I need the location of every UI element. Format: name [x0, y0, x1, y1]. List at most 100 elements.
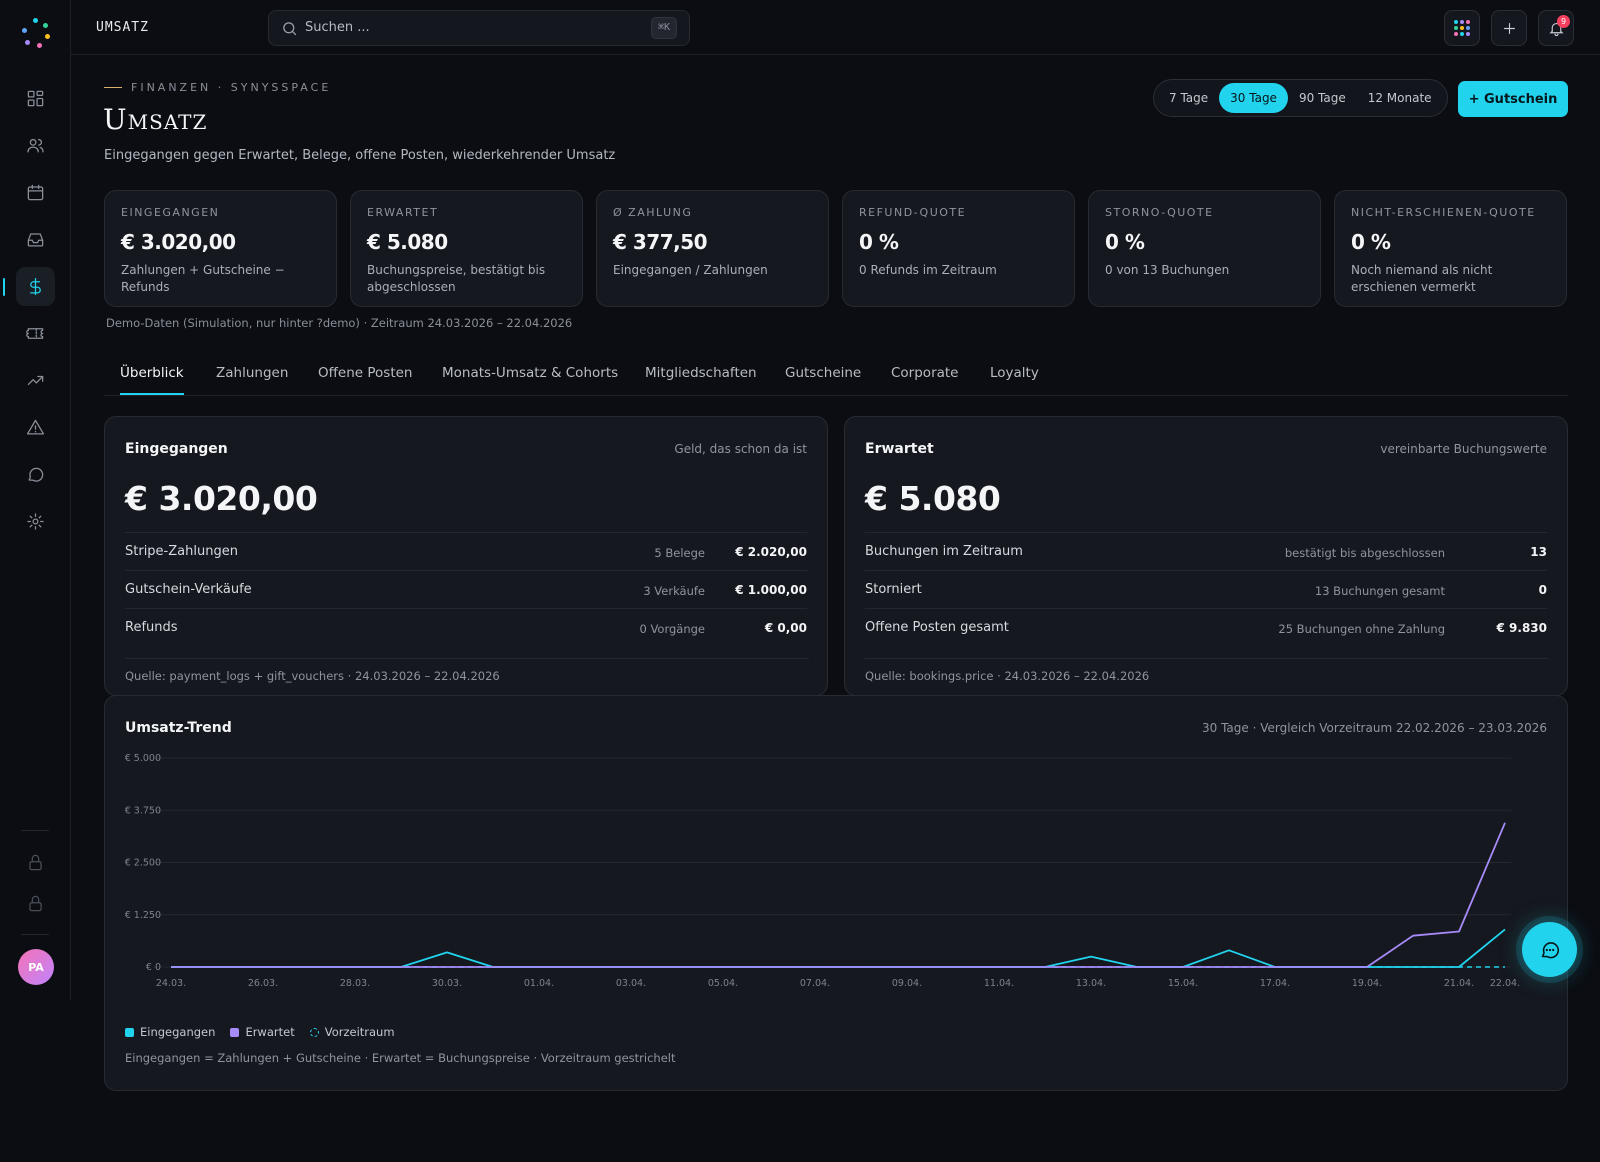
x-tick-label: 15.04. — [1168, 978, 1198, 989]
active-nav-indicator — [3, 278, 5, 296]
breadcrumb-text: FINANZEN · SYNYSSPACE — [131, 81, 332, 94]
kpi-label: STORNO-QUOTE — [1105, 206, 1214, 219]
lock-icon — [29, 854, 42, 871]
x-tick-label: 17.04. — [1260, 978, 1290, 989]
chart-legend: Eingegangen Erwartet Vorzeitraum — [125, 1025, 395, 1039]
search-shortcut: ⌘K — [650, 17, 677, 39]
kpi-label: NICHT-ERSCHIENEN-QUOTE — [1351, 206, 1536, 219]
kpi-value: € 5.080 — [367, 230, 448, 254]
add-button[interactable] — [1491, 10, 1527, 46]
nav-users[interactable] — [16, 126, 55, 165]
kpi-card-refund-rate: REFUND-QUOTE 0 % 0 Refunds im Zeitraum — [842, 190, 1075, 307]
nav-alerts[interactable] — [16, 408, 55, 447]
ticket-icon — [26, 328, 44, 339]
tab-loyalty[interactable]: Loyalty — [990, 365, 1039, 381]
kpi-value: € 3.020,00 — [121, 230, 236, 254]
table-row: Gutschein-Verkäufe 3 Verkäufe € 1.000,00 — [125, 570, 807, 608]
tab-vouchers[interactable]: Gutscheine — [785, 365, 862, 381]
x-tick-label: 11.04. — [984, 978, 1014, 989]
row-value: € 2.020,00 — [735, 545, 807, 559]
tab-bar: Überblick Zahlungen Offene Posten Monats… — [104, 354, 1568, 396]
row-label: Offene Posten gesamt — [865, 620, 1009, 635]
sidebar: PA — [0, 0, 71, 1000]
kpi-card-expected: ERWARTET € 5.080 Buchungspreise, bestäti… — [350, 190, 583, 307]
demo-data-note: Demo-Daten (Simulation, nur hinter ?demo… — [106, 316, 573, 330]
apps-grid-icon — [1454, 20, 1470, 36]
alert-triangle-icon — [26, 419, 45, 435]
kpi-label: Ø ZAHLUNG — [613, 206, 693, 219]
table-row: Storniert 13 Buchungen gesamt 0 — [865, 570, 1547, 608]
legend-item-received[interactable]: Eingegangen — [125, 1025, 215, 1039]
x-tick-label: 09.04. — [892, 978, 922, 989]
nav-calendar[interactable] — [16, 173, 55, 212]
nav-inbox[interactable] — [16, 220, 55, 259]
kpi-subtext: 0 Refunds im Zeitraum — [859, 263, 997, 277]
nav-settings[interactable] — [16, 502, 55, 541]
tab-open-items[interactable]: Offene Posten — [318, 365, 413, 381]
users-icon — [27, 138, 44, 153]
x-tick-label: 13.04. — [1076, 978, 1106, 989]
trend-panel: Umsatz-Trend 30 Tage · Vergleich Vorzeit… — [104, 695, 1568, 1091]
search-icon — [283, 22, 297, 36]
tab-monthly-cohorts[interactable]: Monats-Umsatz & Cohorts — [442, 365, 619, 381]
lock-icon — [29, 895, 42, 912]
range-7-days[interactable]: 7 Tage — [1169, 91, 1209, 105]
user-avatar[interactable]: PA — [18, 949, 54, 985]
brand-title: UMSATZ — [96, 20, 149, 35]
panel-hint: Geld, das schon da ist — [674, 442, 807, 456]
tab-payments[interactable]: Zahlungen — [216, 365, 289, 381]
nav-revenue[interactable] — [16, 267, 55, 306]
legend-item-expected[interactable]: Erwartet — [230, 1025, 295, 1039]
dashboard-icon — [27, 90, 44, 107]
legend-swatch — [309, 1027, 319, 1037]
x-tick-label: 26.03. — [248, 978, 278, 989]
table-row: Buchungen im Zeitraum bestätigt bis abge… — [865, 532, 1547, 570]
nav-messages[interactable] — [16, 455, 55, 494]
tab-memberships[interactable]: Mitgliedschaften — [645, 365, 757, 381]
range-90-days[interactable]: 90 Tage — [1298, 91, 1346, 105]
received-rows: Stripe-Zahlungen 5 Belege € 2.020,00 Gut… — [125, 532, 807, 646]
kpi-value: € 377,50 — [613, 230, 708, 254]
trending-up-icon — [27, 375, 44, 386]
chat-icon — [28, 467, 44, 482]
x-tick-label: 05.04. — [708, 978, 738, 989]
legend-item-previous-period[interactable]: Vorzeitraum — [309, 1025, 395, 1039]
search-input[interactable]: Suchen ... ⌘K — [268, 10, 690, 46]
notifications-button[interactable]: 9 — [1538, 10, 1574, 46]
kpi-subtext: Buchungspreise, bestätigt bis abgeschlos… — [367, 263, 546, 294]
nav-vouchers[interactable] — [16, 314, 55, 353]
calendar-icon — [27, 184, 44, 201]
topbar: UMSATZ Suchen ... ⌘K 9 — [71, 0, 1600, 55]
x-tick-label: 03.04. — [616, 978, 646, 989]
notification-badge: 9 — [1557, 15, 1570, 28]
chat-fab-button[interactable] — [1522, 922, 1577, 977]
search-placeholder: Suchen ... — [305, 20, 370, 35]
add-voucher-button[interactable]: + Gutschein — [1458, 81, 1568, 117]
range-12-months[interactable]: 12 Monate — [1367, 91, 1432, 105]
x-tick-label: 24.03. — [156, 978, 186, 989]
kpi-card-noshow-rate: NICHT-ERSCHIENEN-QUOTE 0 % Noch niemand … — [1334, 190, 1567, 307]
row-meta: 3 Verkäufe — [643, 584, 705, 598]
nav-dashboard[interactable] — [16, 79, 55, 118]
y-tick-label: € 0 — [146, 962, 161, 973]
panel-total: € 5.080 — [865, 479, 1001, 518]
series-line-erwartet — [171, 822, 1506, 968]
sidebar-divider — [21, 934, 49, 935]
nav-locked-1 — [16, 843, 55, 882]
revenue-trend-chart: € 0 € 1.250 € 2.500 € 3.750 € 5.000 24.03. 26.… — [125, 753, 1520, 989]
x-tick-label: 01.04. — [524, 978, 554, 989]
tab-corporate[interactable]: Corporate — [891, 365, 959, 381]
row-label: Gutschein-Verkäufe — [125, 582, 252, 597]
table-row: Offene Posten gesamt 25 Buchungen ohne Z… — [865, 608, 1547, 646]
apps-button[interactable] — [1444, 10, 1480, 46]
gear-icon — [27, 513, 44, 530]
app-logo[interactable] — [21, 18, 51, 52]
legend-swatch — [230, 1027, 240, 1037]
panel-title: Eingegangen — [125, 441, 228, 457]
row-value: € 0,00 — [764, 621, 807, 635]
kpi-label: ERWARTET — [367, 206, 439, 219]
tab-overview[interactable]: Überblick — [120, 365, 184, 395]
range-30-days[interactable]: 30 Tage — [1219, 83, 1288, 113]
nav-trends[interactable] — [16, 361, 55, 400]
legend-label: Eingegangen — [140, 1025, 216, 1039]
